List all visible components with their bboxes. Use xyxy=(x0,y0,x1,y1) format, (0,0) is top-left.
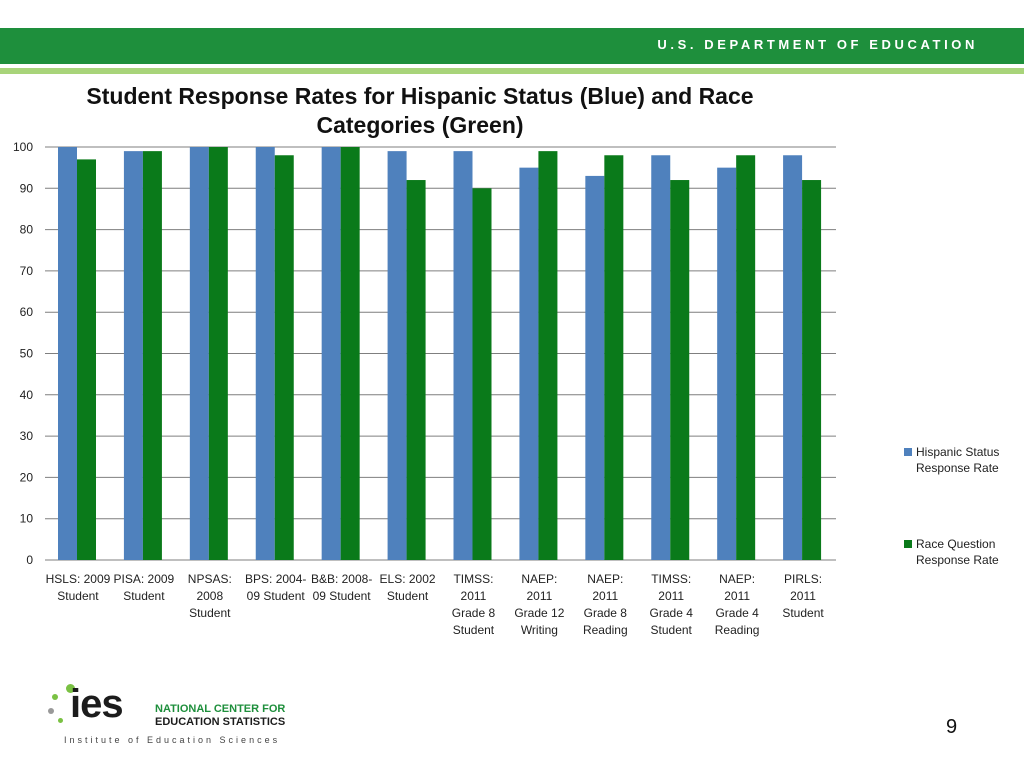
header-bar: U.S. DEPARTMENT OF EDUCATION xyxy=(0,28,1024,64)
x-tick-label: PISA: 2009 Student xyxy=(114,572,175,603)
y-tick-label: 80 xyxy=(20,223,34,237)
y-tick-label: 50 xyxy=(20,347,34,361)
legend-label-hispanic-line2: Response Rate xyxy=(916,461,999,475)
legend-label-race-line1: Race Question xyxy=(916,537,996,551)
bar-hispanic xyxy=(58,147,77,560)
logo-nces-line2: EDUCATION STATISTICS xyxy=(155,716,286,728)
logo-dot-3 xyxy=(48,708,54,714)
page-number: 9 xyxy=(946,716,958,738)
x-tick-label: ELS: 2002 Student xyxy=(380,572,436,603)
bar-hispanic xyxy=(387,151,407,560)
x-tick-label: B&B: 2008-09 Student xyxy=(311,572,372,603)
bar-race xyxy=(77,159,96,560)
logo-dot-2 xyxy=(52,694,58,700)
x-tick-label: NAEP: 2011 Grade 12 Writing xyxy=(514,572,564,637)
bar-race xyxy=(538,151,558,560)
y-tick-label: 40 xyxy=(20,388,34,402)
x-tick-label: HSLS: 2009 Student xyxy=(46,572,111,603)
department-name: U.S. DEPARTMENT OF EDUCATION xyxy=(657,37,978,52)
y-tick-label: 10 xyxy=(20,512,34,526)
x-tick-label: NPSAS: 2008 Student xyxy=(188,572,232,620)
legend-swatch-hispanic xyxy=(904,448,912,456)
x-tick-label: TIMSS: 2011 Grade 8 Student xyxy=(452,572,496,637)
y-tick-label: 100 xyxy=(13,140,33,154)
y-tick-label: 90 xyxy=(20,181,34,195)
y-axis-ticks: 0 10 20 30 40 50 60 70 80 90 100 xyxy=(13,140,33,567)
logo-nces-line1: NATIONAL CENTER FOR xyxy=(155,703,286,715)
legend-swatch-race xyxy=(904,540,912,548)
x-tick-label: NAEP: 2011 Grade 4 Reading xyxy=(715,572,760,637)
y-tick-label: 0 xyxy=(26,553,33,567)
x-tick-label: NAEP: 2011 Grade 8 Reading xyxy=(583,572,628,637)
legend-label-race-line2: Response Rate xyxy=(916,553,999,567)
logo-dot-1 xyxy=(66,684,75,693)
bar-race xyxy=(274,155,294,560)
logo-ies-text: ies xyxy=(70,682,124,726)
chart-title: Student Response Rates for Hispanic Stat… xyxy=(86,83,754,138)
x-tick-label: BPS: 2004-09 Student xyxy=(245,572,306,603)
gridlines xyxy=(45,146,836,561)
bar-hispanic xyxy=(255,147,275,560)
bar-hispanic xyxy=(651,155,671,560)
bar-hispanic xyxy=(519,167,539,560)
y-tick-label: 20 xyxy=(20,470,34,484)
bar-hispanic xyxy=(717,167,737,560)
legend-label-hispanic-line1: Hispanic Status xyxy=(916,445,1000,459)
bar-race xyxy=(670,180,690,561)
bar-hispanic xyxy=(189,147,209,560)
bar-hispanic xyxy=(453,151,473,560)
bar-hispanic xyxy=(123,151,143,560)
header-accent-stripe xyxy=(0,68,1024,74)
bar-race xyxy=(406,180,426,561)
bar-race xyxy=(802,180,822,561)
bar-race xyxy=(472,188,492,561)
bar-race xyxy=(340,147,360,560)
bar-race xyxy=(604,155,624,560)
bar-race xyxy=(142,151,162,560)
x-tick-label: PIRLS: 2011 Student xyxy=(782,572,824,620)
logo-institute-text: Institute of Education Sciences xyxy=(64,735,281,745)
ies-logo: ies NATIONAL CENTER FOR EDUCATION STATIS… xyxy=(48,680,288,750)
bar-race xyxy=(736,155,756,560)
logo-dot-4 xyxy=(58,718,63,723)
bar-hispanic xyxy=(783,155,803,560)
bars xyxy=(58,147,822,561)
y-tick-label: 70 xyxy=(20,264,34,278)
bar-race xyxy=(208,147,228,560)
bar-hispanic xyxy=(585,175,605,560)
y-tick-label: 30 xyxy=(20,429,34,443)
bar-hispanic xyxy=(321,147,341,560)
y-tick-label: 60 xyxy=(20,305,34,319)
x-tick-label: TIMSS: 2011 Grade 4 Student xyxy=(650,572,694,637)
